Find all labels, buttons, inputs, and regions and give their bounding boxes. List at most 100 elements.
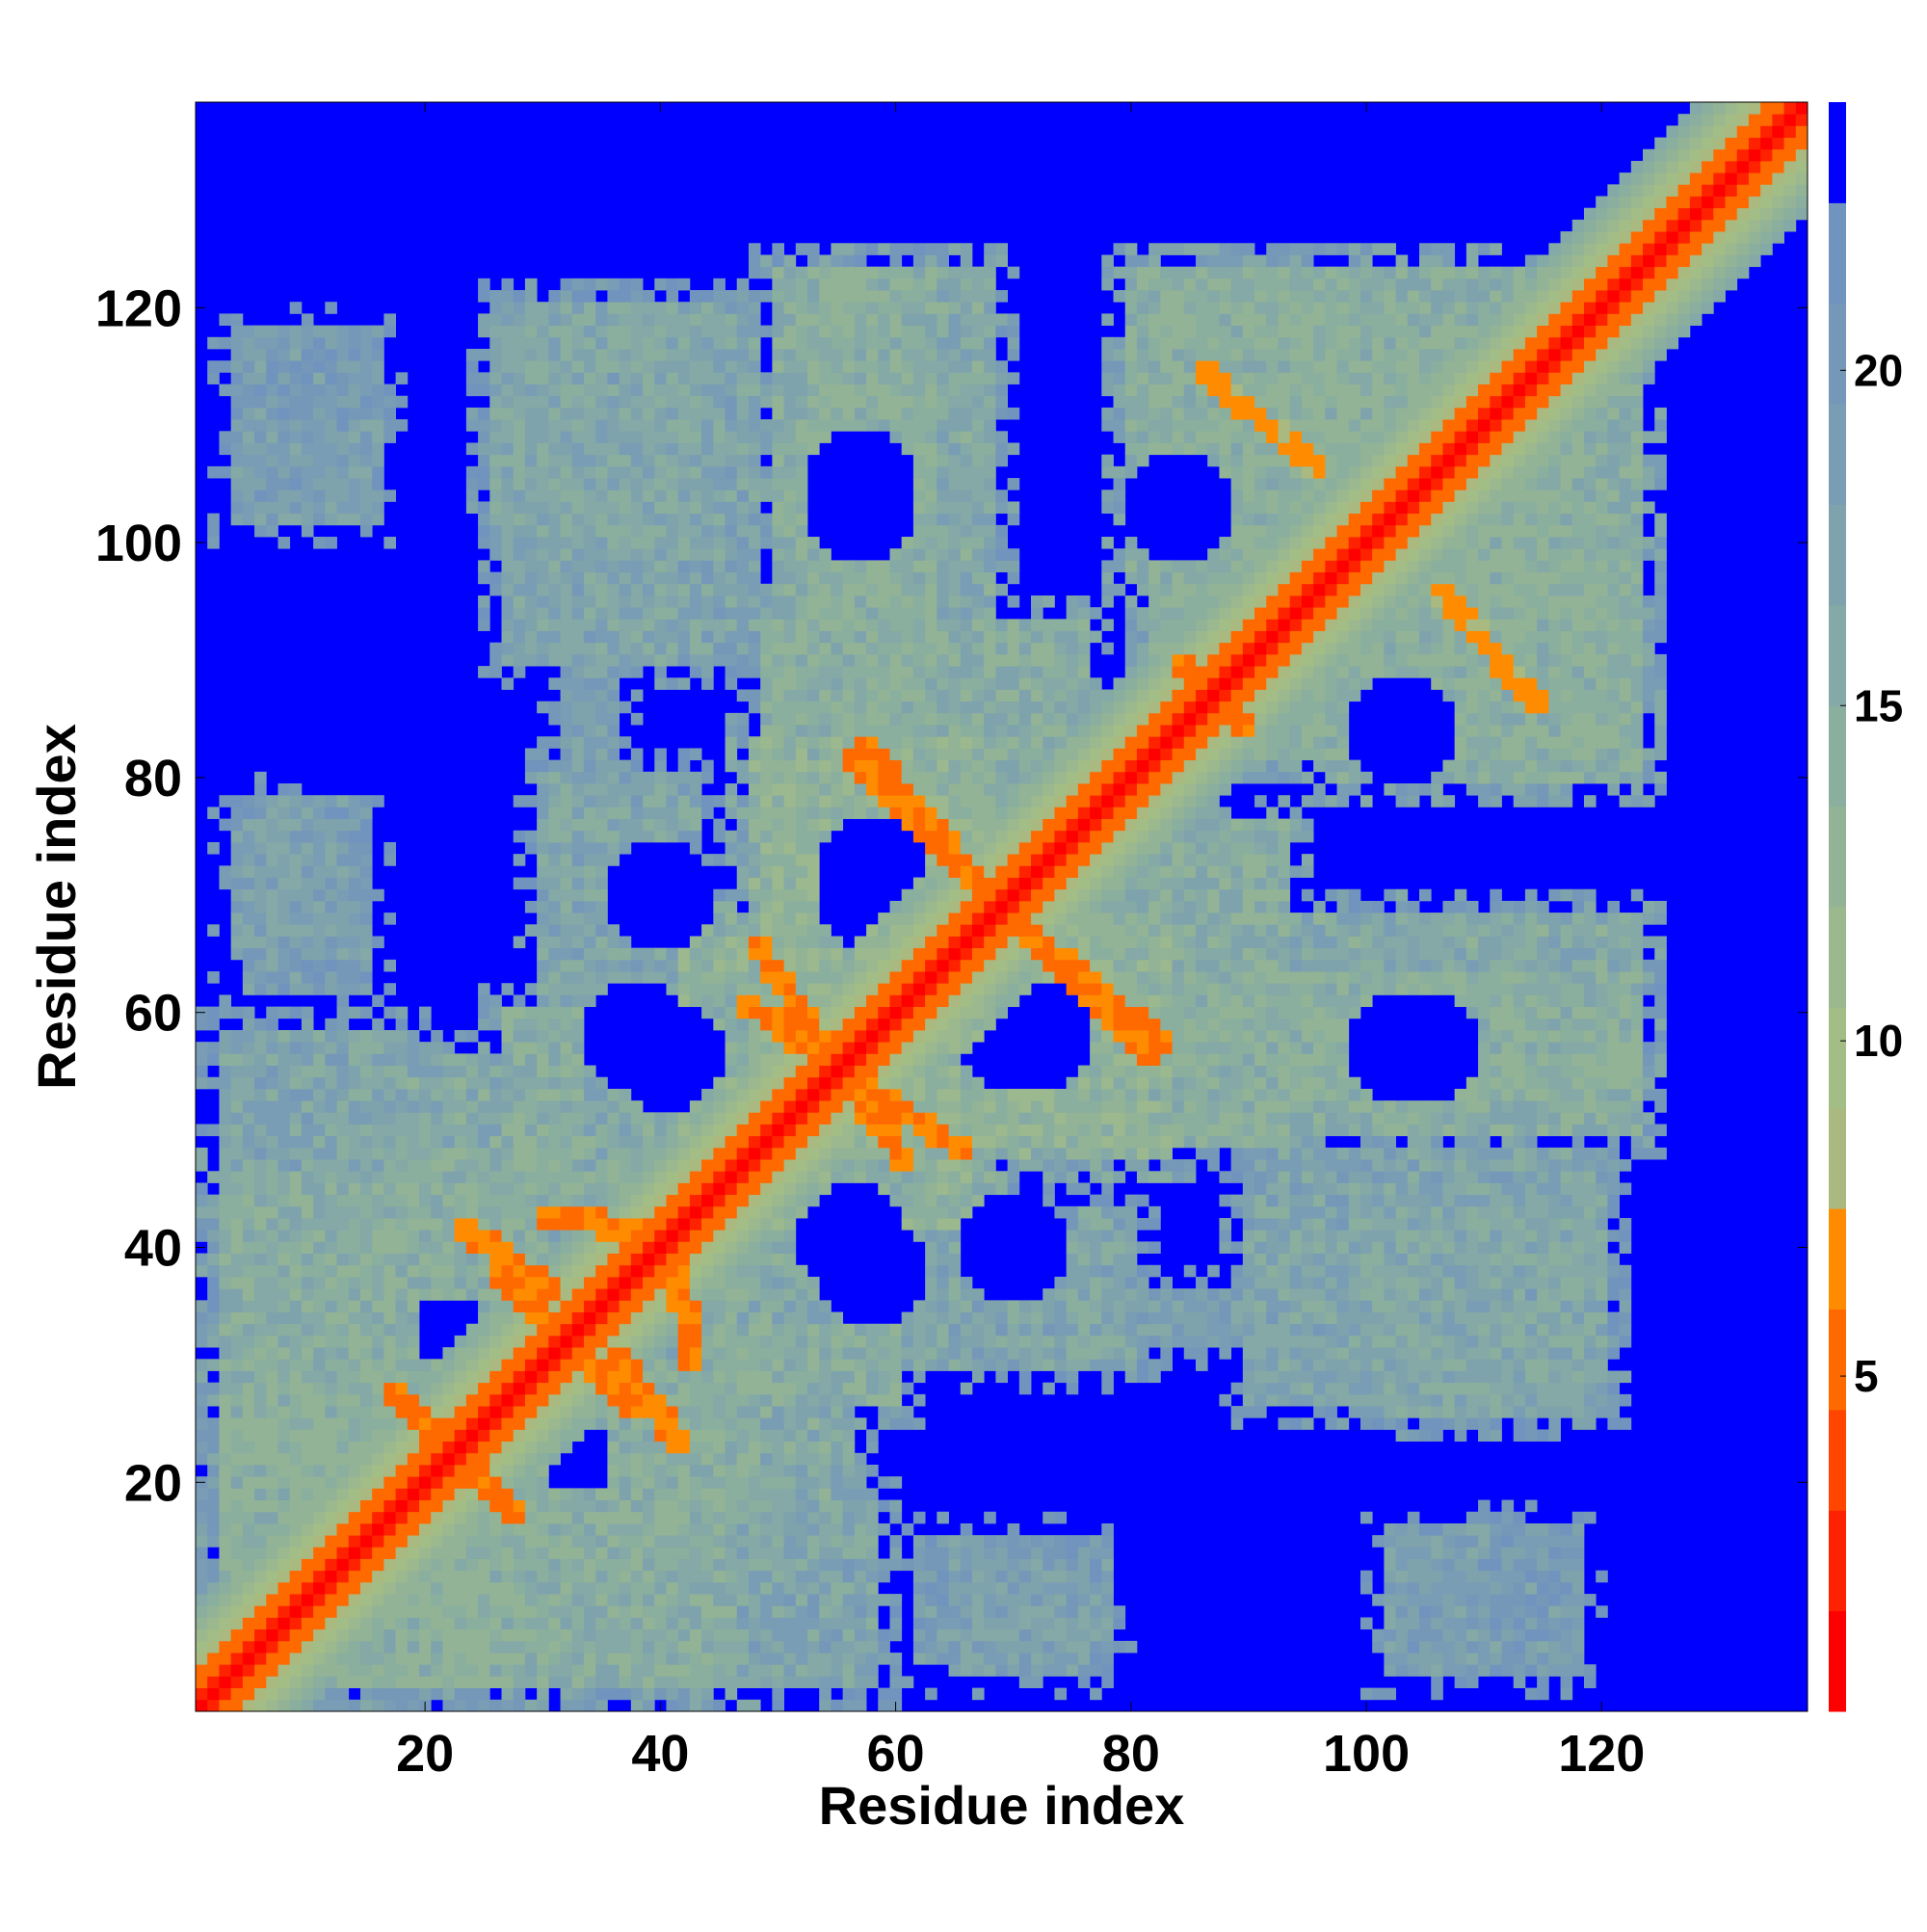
heatmap-cell xyxy=(725,1653,738,1665)
heatmap-cell xyxy=(560,1628,573,1642)
heatmap-cell xyxy=(736,1241,750,1254)
heatmap-cell xyxy=(748,1452,761,1466)
heatmap-cell xyxy=(313,1347,326,1360)
heatmap-cell xyxy=(513,1558,526,1572)
heatmap-cell xyxy=(725,736,738,749)
heatmap-cell xyxy=(442,1570,456,1583)
heatmap-cell xyxy=(548,490,561,502)
heatmap-cell xyxy=(607,571,620,585)
heatmap-cell xyxy=(313,983,326,995)
heatmap-cell xyxy=(725,442,738,456)
heatmap-cell xyxy=(725,807,738,819)
heatmap-cell xyxy=(654,1323,667,1337)
heatmap-cell xyxy=(701,407,714,420)
heatmap-cell xyxy=(560,313,573,327)
heatmap-cell xyxy=(431,1147,443,1160)
heatmap-cell xyxy=(548,795,561,807)
heatmap-cell xyxy=(807,1441,820,1454)
heatmap-cell xyxy=(219,1112,232,1125)
heatmap-cell xyxy=(348,1476,361,1489)
heatmap-cell xyxy=(383,841,396,855)
heatmap-cell xyxy=(313,1393,326,1407)
heatmap-cell xyxy=(571,865,585,878)
heatmap-cell xyxy=(666,1511,679,1524)
heatmap-cell xyxy=(819,1581,832,1595)
heatmap-cell xyxy=(643,771,655,784)
heatmap-cell xyxy=(583,490,596,502)
heatmap-cell xyxy=(595,841,608,855)
heatmap-cell xyxy=(431,1135,443,1149)
heatmap-cell xyxy=(748,395,761,409)
heatmap-cell xyxy=(501,1558,515,1572)
heatmap-cell xyxy=(819,1452,832,1466)
heatmap-cell xyxy=(242,1581,255,1595)
heatmap-cell xyxy=(301,1535,314,1548)
heatmap-cell xyxy=(325,1241,337,1254)
heatmap-cell xyxy=(277,1112,291,1125)
heatmap-cell xyxy=(748,1499,761,1513)
heatmap-cell xyxy=(513,1323,526,1337)
heatmap-cell xyxy=(666,290,679,303)
heatmap-cell xyxy=(560,1393,573,1407)
heatmap-cell xyxy=(595,1535,608,1548)
heatmap-cell xyxy=(277,1194,291,1207)
heatmap-cell xyxy=(689,1522,702,1536)
heatmap-cell xyxy=(583,1370,596,1384)
heatmap-cell xyxy=(313,888,326,902)
heatmap-cell xyxy=(772,666,784,678)
heatmap-cell xyxy=(654,807,667,819)
heatmap-cell xyxy=(819,983,832,995)
heatmap-cell xyxy=(277,1241,291,1254)
heatmap-cell xyxy=(454,1382,467,1395)
heatmap-cell xyxy=(242,1253,255,1266)
heatmap-cell xyxy=(748,1382,761,1395)
heatmap-cell xyxy=(701,1171,714,1183)
heatmap-cell xyxy=(713,1594,726,1606)
heatmap-cell xyxy=(489,1311,502,1325)
heatmap-cell xyxy=(772,1124,784,1137)
heatmap-cell xyxy=(465,478,479,490)
heatmap-cell xyxy=(336,913,350,925)
heatmap-cell xyxy=(219,1488,232,1500)
heatmap-cell xyxy=(524,1135,538,1149)
heatmap-cell xyxy=(760,266,773,279)
heatmap-cell xyxy=(289,1441,303,1454)
heatmap-cell xyxy=(325,1664,337,1677)
heatmap-cell xyxy=(442,1547,456,1559)
heatmap-cell xyxy=(254,1570,267,1583)
heatmap-cell xyxy=(795,1042,808,1054)
heatmap-cell xyxy=(501,1311,515,1325)
heatmap-cell xyxy=(348,395,361,409)
heatmap-cell xyxy=(583,1253,596,1266)
heatmap-cell xyxy=(560,1664,573,1677)
heatmap-cell xyxy=(713,537,726,549)
heatmap-cell xyxy=(748,1276,761,1289)
heatmap-cell xyxy=(713,959,726,972)
heatmap-cell xyxy=(783,1230,797,1242)
heatmap-cell xyxy=(630,372,644,384)
heatmap-cell xyxy=(548,454,561,467)
heatmap-cell xyxy=(619,313,632,327)
heatmap-cell xyxy=(266,395,278,409)
heatmap-cell xyxy=(513,1406,526,1418)
heatmap-cell xyxy=(654,1335,667,1348)
heatmap-cell xyxy=(607,431,620,443)
heatmap-cell xyxy=(725,407,738,420)
heatmap-cell xyxy=(560,1194,573,1207)
heatmap-cell xyxy=(630,1218,644,1231)
heatmap-cell xyxy=(713,513,726,526)
heatmap-cell xyxy=(654,1276,667,1289)
heatmap-cell xyxy=(725,1288,738,1301)
heatmap-cell xyxy=(407,1382,420,1395)
heatmap-cell xyxy=(501,571,515,585)
heatmap-cell xyxy=(513,1230,526,1242)
heatmap-cell xyxy=(348,888,361,902)
heatmap-cell xyxy=(783,924,797,937)
heatmap-cell xyxy=(524,1112,538,1125)
heatmap-cell xyxy=(230,1547,244,1559)
heatmap-cell xyxy=(301,1547,314,1559)
heatmap-cell xyxy=(372,1124,384,1137)
heatmap-cell xyxy=(230,1570,244,1583)
heatmap-cell xyxy=(772,360,784,373)
heatmap-cell xyxy=(266,465,278,479)
